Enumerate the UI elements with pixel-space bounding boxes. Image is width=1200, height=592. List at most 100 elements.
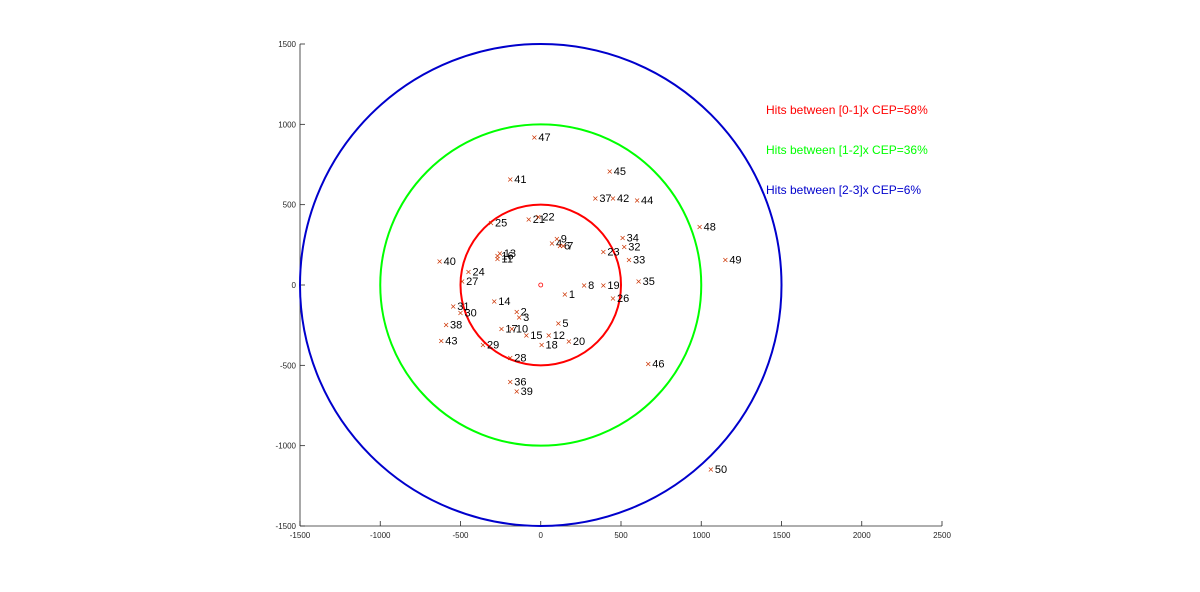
- hit-marker: ×: [606, 167, 613, 176]
- x-tick-label: -500: [452, 531, 469, 540]
- cep-circle: [379, 123, 703, 447]
- x-tick-label: 500: [614, 531, 628, 540]
- hit-label: 28: [514, 352, 526, 364]
- hit-label: 9: [561, 233, 567, 245]
- hit-marker: ×: [600, 281, 607, 290]
- hit-marker: ×: [581, 281, 588, 290]
- hit-label: 50: [715, 464, 727, 476]
- hit-label: 19: [607, 280, 619, 292]
- hit-label: 34: [627, 233, 639, 245]
- hit-label: 17: [505, 323, 517, 335]
- hit-marker: ×: [560, 242, 567, 251]
- hit-marker: ×: [610, 294, 617, 303]
- hit-marker: ×: [538, 340, 545, 349]
- legend-entry: Hits between [2-3]x CEP=6%: [766, 183, 921, 197]
- y-tick-label: -500: [280, 361, 297, 370]
- hit-marker: ×: [626, 255, 633, 264]
- hit-marker: ×: [465, 267, 472, 276]
- hit-marker: ×: [496, 249, 503, 258]
- x-tick-label: 0: [539, 531, 544, 540]
- hit-label: 20: [573, 336, 585, 348]
- hit-label: 49: [729, 254, 741, 266]
- hit-label: 32: [628, 241, 640, 253]
- hit-marker: ×: [516, 313, 523, 322]
- y-tick-label: 1000: [278, 120, 296, 129]
- hit-label: 41: [514, 174, 526, 186]
- hit-marker: ×: [450, 302, 457, 311]
- hit-label: 11: [501, 253, 512, 265]
- x-tick-label: 2000: [853, 531, 871, 540]
- x-tick-label: 1000: [692, 531, 710, 540]
- hit-marker: ×: [600, 247, 607, 256]
- hit-label: 27: [466, 276, 478, 288]
- hit-label: 10: [516, 323, 528, 335]
- cep-circle: [459, 203, 622, 367]
- hit-label: 24: [473, 266, 485, 278]
- hit-label: 6: [564, 241, 570, 253]
- hit-label: 36: [514, 376, 526, 388]
- x-tick-label: 1500: [773, 531, 791, 540]
- hit-label: 14: [498, 296, 510, 308]
- hit-marker: ×: [509, 324, 516, 333]
- hit-marker: ×: [565, 337, 572, 346]
- hit-marker: ×: [491, 297, 498, 306]
- y-tick-label: 0: [292, 281, 297, 290]
- hit-marker: ×: [545, 331, 552, 340]
- legend: Hits between [0-1]x CEP=58% Hits between …: [766, 103, 928, 197]
- hit-marker: ×: [645, 360, 652, 369]
- hit-marker: ×: [592, 194, 599, 203]
- hit-marker: ×: [494, 251, 501, 260]
- hit-marker: ×: [634, 196, 641, 205]
- hit-marker: ×: [507, 175, 514, 184]
- hit-label: 39: [521, 386, 533, 398]
- hit-label: 40: [444, 256, 456, 268]
- hit-label: 44: [641, 195, 653, 207]
- hit-label: 3: [523, 312, 529, 324]
- hit-label: 16: [501, 250, 513, 262]
- hit-marker: ×: [619, 234, 626, 243]
- hit-label: 35: [643, 276, 655, 288]
- hit-marker: ×: [513, 308, 520, 317]
- hit-marker: ×: [513, 387, 520, 396]
- hit-label: 26: [617, 293, 629, 305]
- hit-label: 30: [465, 307, 477, 319]
- hit-label: 31: [457, 301, 469, 313]
- hit-marker: ×: [457, 308, 464, 317]
- hit-marker: ×: [507, 377, 514, 386]
- hit-marker: ×: [436, 257, 443, 266]
- hit-label: 47: [538, 132, 550, 144]
- hit-marker: ×: [488, 218, 495, 227]
- y-tick-label: 500: [283, 201, 297, 210]
- hit-label: 8: [588, 280, 594, 292]
- hit-label: 22: [542, 212, 554, 224]
- hit-label: 7: [567, 241, 573, 253]
- hit-label: 5: [562, 318, 568, 330]
- center-marker: [538, 282, 544, 288]
- hit-marker: ×: [459, 277, 466, 286]
- y-tick-label: 1500: [278, 40, 296, 49]
- hit-label: 46: [652, 359, 664, 371]
- cep-circle: [299, 43, 783, 527]
- hit-marker: ×: [553, 234, 560, 243]
- x-tick-label: 2500: [933, 531, 951, 540]
- hit-marker: ×: [480, 340, 487, 349]
- hit-marker: ×: [621, 242, 628, 251]
- hit-marker: ×: [507, 353, 514, 362]
- hit-label: 2: [521, 307, 527, 319]
- hit-label: 15: [530, 330, 542, 342]
- hit-marker: ×: [443, 320, 450, 329]
- y-tick-label: -1000: [276, 442, 297, 451]
- hit-label: 21: [533, 214, 545, 226]
- y-tick-label: -1500: [276, 522, 297, 531]
- hit-marker: ×: [523, 331, 530, 340]
- plot-area: -1500 -1000 -500 0 500 1000 1500 2000 2500-1500-…: [276, 40, 952, 540]
- hit-label: 1: [569, 289, 575, 301]
- hit-label: 38: [450, 319, 462, 331]
- hit-marker: ×: [696, 222, 703, 231]
- hit-marker: ×: [561, 290, 568, 299]
- hit-marker: ×: [557, 242, 564, 251]
- hit-label: 37: [599, 193, 611, 205]
- hit-label: 42: [617, 193, 629, 205]
- hit-label: 33: [633, 254, 645, 266]
